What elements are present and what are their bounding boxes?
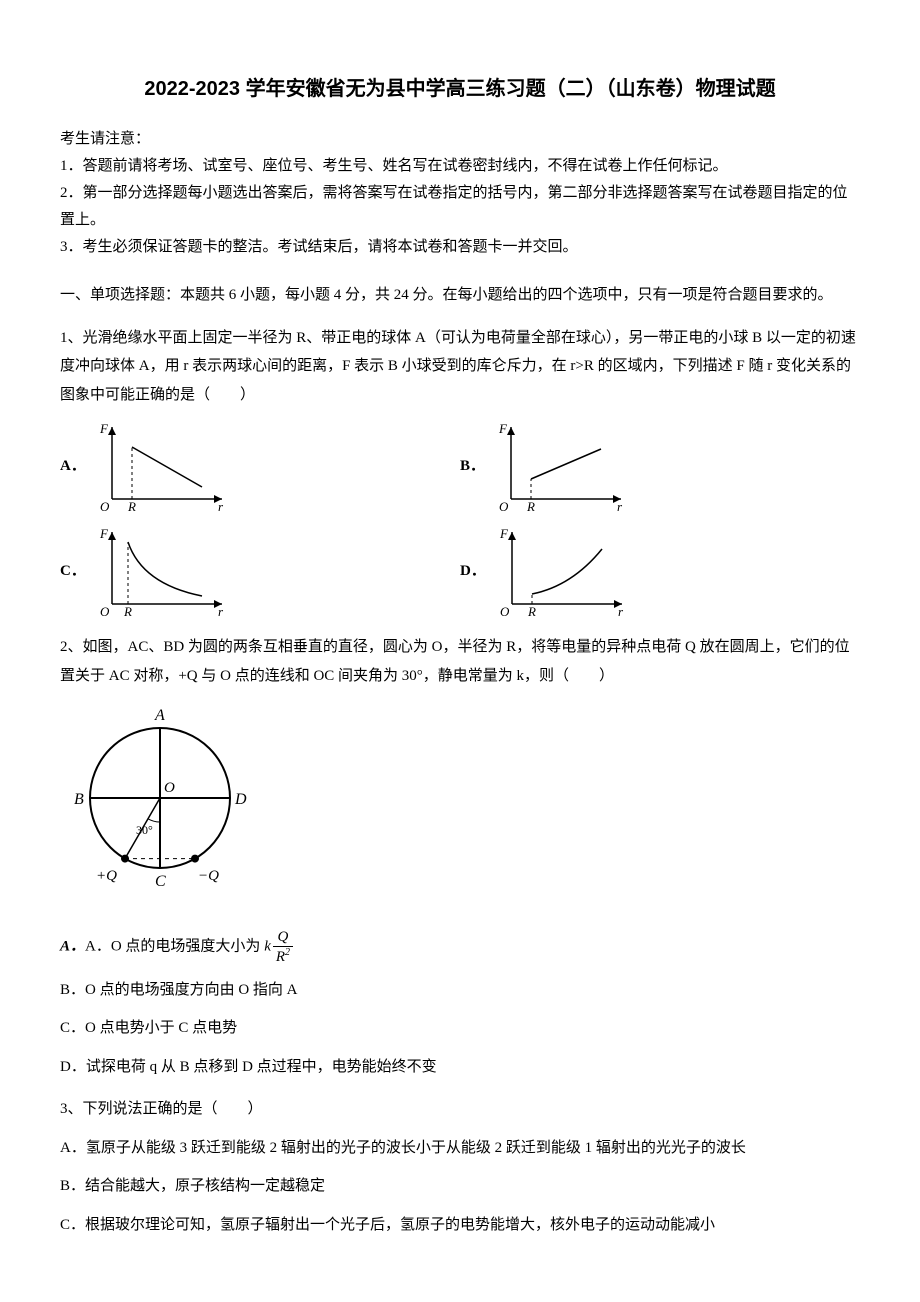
- svg-text:F: F: [498, 421, 508, 436]
- q2-option-d: D．试探电荷 q 从 B 点移到 D 点过程中，电势能始终不变: [60, 1053, 860, 1082]
- svg-text:F: F: [499, 526, 509, 541]
- q1-options-row1: A． F O R r B． F O: [60, 419, 860, 514]
- q2-option-b: B．O 点的电场强度方向由 O 指向 A: [60, 976, 860, 1005]
- question-3-text: 3、下列说法正确的是（ ）: [60, 1095, 860, 1124]
- section1-header: 一、单项选择题：本题共 6 小题，每小题 4 分，共 24 分。在每小题给出的四…: [60, 281, 860, 310]
- q2-optB-text: B．O 点的电场强度方向由 O 指向 A: [60, 982, 298, 998]
- question-1: 1、光滑绝缘水平面上固定一半径为 R、带正电的球体 A（可认为电荷量全部在球心）…: [60, 324, 860, 620]
- q1-options-row2: C． F O R r D． F O: [60, 524, 860, 619]
- svg-text:O: O: [499, 499, 509, 514]
- svg-text:r: r: [618, 604, 624, 619]
- instructions-block: 考生请注意： 1．答题前请将考场、试室号、座位号、考生号、姓名写在试卷密封线内，…: [60, 126, 860, 261]
- q3-option-b: B．结合能越大，原子核结构一定越稳定: [60, 1172, 860, 1201]
- svg-text:B: B: [74, 791, 84, 808]
- svg-text:r: r: [218, 604, 224, 619]
- svg-text:r: r: [617, 499, 623, 514]
- option-label: A．: [60, 452, 86, 481]
- q2-optA-text: A．O 点的电场强度大小为: [85, 938, 260, 954]
- svg-text:r: r: [218, 499, 224, 514]
- q1-option-a: A． F O R r: [60, 419, 460, 514]
- q2-optD-text: D．试探电荷 q 从 B 点移到 D 点过程中，电势能始终不变: [60, 1059, 437, 1075]
- q1-option-b: B． F O R r: [460, 419, 860, 514]
- svg-text:O: O: [500, 604, 510, 619]
- graph-b-icon: F O R r: [491, 419, 631, 514]
- instruction-item: 2．第一部分选择题每小题选出答案后，需将答案写在试卷指定的括号内，第二部分非选择…: [60, 180, 860, 234]
- q2-option-c: C．O 点电势小于 C 点电势: [60, 1014, 860, 1043]
- graph-d-icon: F O R r: [492, 524, 632, 619]
- svg-text:O: O: [100, 499, 110, 514]
- svg-text:F: F: [99, 421, 109, 436]
- svg-text:F: F: [99, 526, 109, 541]
- q2-option-a: A．A．O 点的电场强度大小为 kQR2: [60, 928, 860, 966]
- svg-text:O: O: [164, 780, 175, 796]
- svg-text:R: R: [527, 604, 536, 619]
- svg-text:C: C: [155, 873, 166, 890]
- svg-text:30°: 30°: [136, 823, 153, 837]
- question-2: 2、如图，AC、BD 为圆的两条互相垂直的直径，圆心为 O，半径为 R，将等电量…: [60, 633, 860, 1081]
- svg-text:R: R: [526, 499, 535, 514]
- option-label: B．: [460, 452, 485, 481]
- question-2-text: 2、如图，AC、BD 为圆的两条互相垂直的直径，圆心为 O，半径为 R，将等电量…: [60, 633, 860, 690]
- q3-option-c: C．根据玻尔理论可知，氢原子辐射出一个光子后，氢原子的电势能增大，核外电子的运动…: [60, 1211, 860, 1240]
- option-label: C．: [60, 557, 86, 586]
- q2-optC-text: C．O 点电势小于 C 点电势: [60, 1020, 237, 1036]
- svg-text:R: R: [127, 499, 136, 514]
- question-3: 3、下列说法正确的是（ ） A．氢原子从能级 3 跃迁到能级 2 辐射出的光子的…: [60, 1095, 860, 1239]
- option-label: D．: [460, 557, 486, 586]
- circle-diagram-icon: 30° A B D C O +Q −Q: [60, 698, 260, 903]
- q2-circle-diagram: 30° A B D C O +Q −Q: [60, 698, 860, 914]
- svg-text:R: R: [123, 604, 132, 619]
- graph-c-icon: F O R r: [92, 524, 232, 619]
- q1-option-c: C． F O R r: [60, 524, 460, 619]
- question-1-text: 1、光滑绝缘水平面上固定一半径为 R、带正电的球体 A（可认为电荷量全部在球心）…: [60, 324, 860, 410]
- graph-a-icon: F O R r: [92, 419, 232, 514]
- svg-text:+Q: +Q: [96, 868, 117, 884]
- q1-option-d: D． F O R r: [460, 524, 860, 619]
- svg-text:−Q: −Q: [198, 868, 219, 884]
- exam-title: 2022-2023 学年安徽省无为县中学高三练习题（二）（山东卷）物理试题: [60, 70, 860, 108]
- q3-option-a: A．氢原子从能级 3 跃迁到能级 2 辐射出的光子的波长小于从能级 2 跃迁到能…: [60, 1134, 860, 1163]
- instruction-item: 3．考生必须保证答题卡的整洁。考试结束后，请将本试卷和答题卡一并交回。: [60, 234, 860, 261]
- instructions-header: 考生请注意：: [60, 126, 860, 153]
- svg-text:A: A: [154, 707, 165, 724]
- instruction-item: 1．答题前请将考场、试室号、座位号、考生号、姓名写在试卷密封线内，不得在试卷上作…: [60, 153, 860, 180]
- svg-text:O: O: [100, 604, 110, 619]
- svg-text:D: D: [234, 791, 247, 808]
